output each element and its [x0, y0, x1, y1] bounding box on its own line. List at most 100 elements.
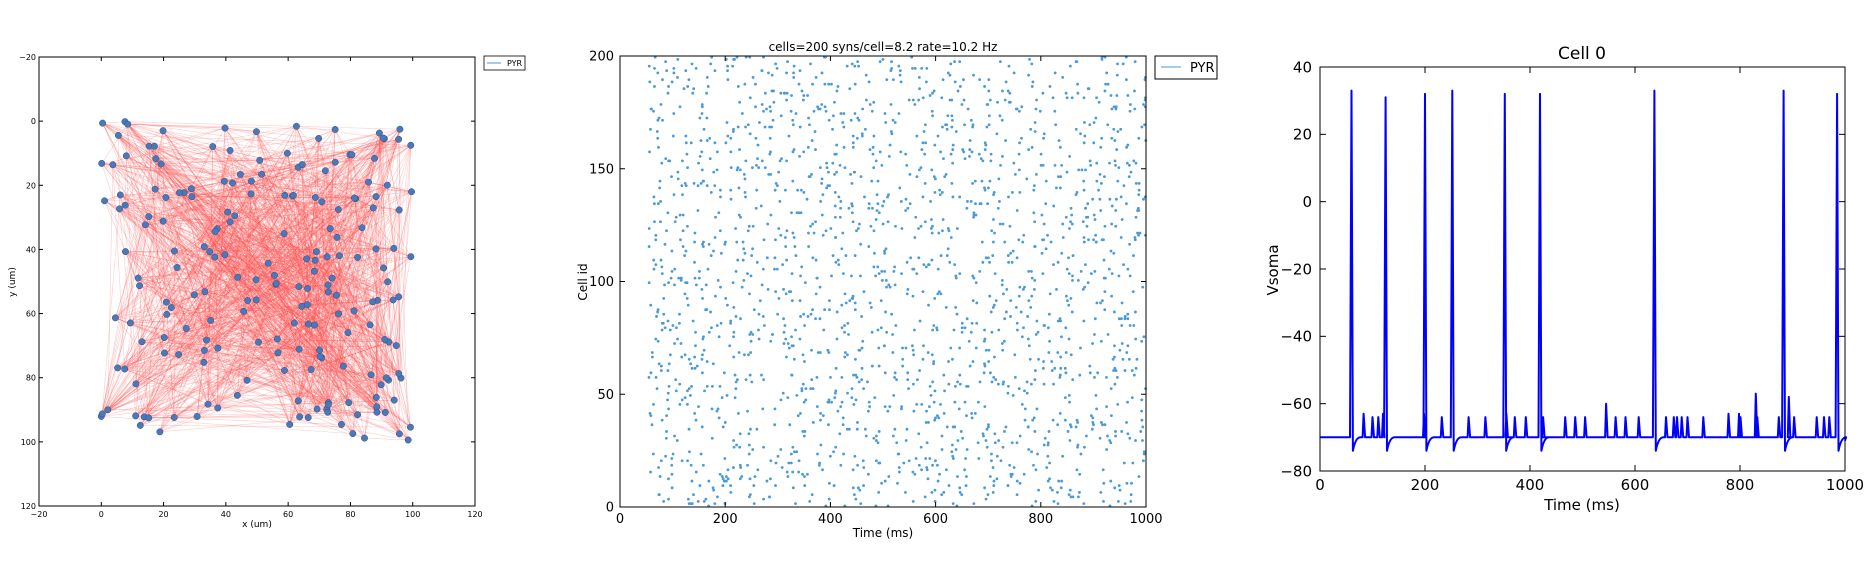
cell-point: [236, 170, 244, 178]
spike-point: [684, 249, 688, 253]
spike-point: [1103, 89, 1107, 93]
connection-line: [163, 180, 252, 222]
connection-line: [120, 194, 327, 410]
spike-point: [952, 457, 955, 460]
connection-line: [237, 256, 412, 396]
spike-point: [1142, 103, 1145, 106]
spike-point: [1042, 222, 1046, 226]
spike-point: [655, 315, 658, 318]
spike-point: [887, 193, 890, 197]
connection-line: [275, 154, 353, 284]
connection-line: [102, 122, 315, 272]
connection-line: [165, 195, 294, 198]
spike-point: [1081, 220, 1085, 224]
connection-line: [383, 145, 412, 269]
spike-point: [917, 256, 921, 260]
connection-line: [255, 201, 323, 281]
spike-point: [1076, 495, 1080, 499]
spike-point: [853, 301, 857, 305]
connection-line: [204, 154, 353, 351]
voltage-y-axis-label: Vsoma: [1264, 244, 1282, 295]
connection-line: [229, 221, 291, 425]
connection-line: [224, 181, 329, 413]
spike-point: [817, 463, 821, 467]
spike-point: [1060, 251, 1064, 255]
connection-line: [354, 197, 386, 413]
connection-line: [140, 181, 369, 426]
spike-point: [1110, 294, 1113, 298]
spike-point: [906, 287, 910, 291]
connection-line: [256, 131, 354, 434]
spike-point: [1061, 454, 1065, 458]
spike-point: [1009, 315, 1012, 318]
connection-line: [154, 145, 363, 228]
connection-line: [144, 301, 374, 418]
spike-point: [815, 375, 819, 379]
spike-point: [1137, 182, 1141, 185]
connection-line: [229, 150, 384, 269]
spike-point: [689, 141, 693, 145]
spike-point: [926, 351, 930, 354]
connection-line: [124, 285, 140, 370]
connection-line: [191, 188, 290, 425]
connection-line: [135, 302, 167, 384]
spike-point: [757, 166, 761, 170]
connection-line: [194, 237, 338, 296]
spike-point: [1133, 236, 1137, 239]
spike-point: [680, 398, 684, 402]
spike-point: [1088, 364, 1092, 368]
spike-point: [1067, 493, 1071, 496]
spike-point: [917, 76, 921, 79]
connection-line: [230, 209, 339, 223]
connection-line: [164, 352, 372, 376]
connection-line: [277, 338, 399, 374]
spike-point: [1110, 136, 1114, 140]
spike-point: [966, 107, 970, 111]
spike-point: [1120, 317, 1123, 321]
spike-point: [931, 328, 934, 332]
spike-point: [717, 211, 721, 215]
spike-point: [829, 375, 832, 379]
connection-line: [119, 208, 315, 272]
cell-point: [372, 393, 380, 401]
connection-line: [349, 154, 355, 311]
spike-point: [852, 170, 856, 174]
spike-point: [662, 312, 666, 316]
spike-point: [885, 330, 889, 334]
spike-point: [890, 312, 894, 316]
connection-line: [237, 395, 309, 418]
spike-point: [958, 272, 962, 276]
connection-line: [293, 195, 372, 375]
connection-line: [183, 192, 205, 351]
spike-point: [819, 200, 823, 203]
connection-line: [135, 275, 275, 417]
spike-point: [837, 263, 841, 266]
connection-line: [194, 256, 328, 296]
spike-point: [729, 484, 733, 487]
spike-point: [880, 163, 884, 167]
spike-point: [1047, 351, 1051, 354]
spike-point: [710, 326, 713, 330]
spike-point: [1047, 312, 1051, 316]
connection-line: [118, 135, 193, 197]
connection-line: [207, 158, 375, 405]
connection-line: [115, 138, 399, 319]
spike-point: [963, 326, 967, 330]
connection-line: [145, 224, 399, 374]
connection-line: [191, 188, 355, 199]
connection-line: [115, 246, 205, 319]
connection-line: [338, 139, 399, 210]
connection-line: [141, 275, 275, 343]
spike-point: [775, 267, 779, 271]
spike-point: [683, 292, 687, 296]
connection-line: [143, 283, 277, 418]
spike-point: [1109, 414, 1113, 418]
cell-point: [167, 304, 175, 311]
spike-point: [784, 188, 787, 192]
connection-line: [155, 158, 206, 292]
spike-point: [1076, 421, 1080, 424]
cell-point: [389, 296, 397, 304]
connection-line: [301, 306, 385, 340]
spike-point: [1126, 400, 1129, 404]
connection-line: [127, 123, 226, 129]
